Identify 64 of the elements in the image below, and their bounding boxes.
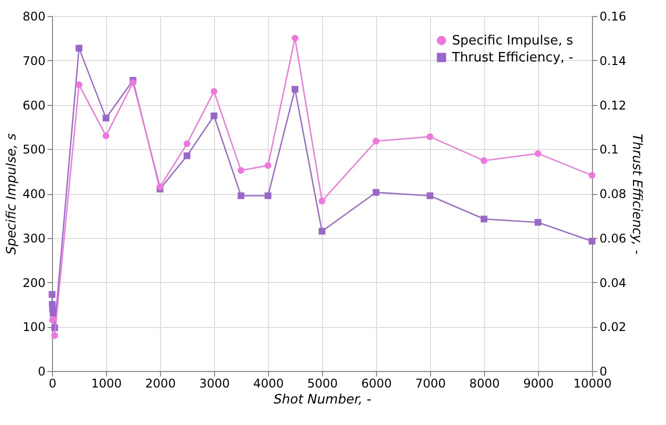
y-tick-label: 200 — [22, 276, 46, 290]
point — [76, 81, 82, 88]
y2-tick-label: 0.1 — [600, 142, 619, 157]
point — [264, 192, 272, 200]
x-tick-label: 10000 — [573, 376, 612, 390]
point — [156, 183, 164, 190]
point — [534, 218, 542, 226]
point — [48, 291, 56, 298]
point — [292, 34, 298, 42]
point — [51, 332, 58, 339]
x-tick-label: 6000 — [361, 376, 392, 390]
y2-tick-label: 0.16 — [600, 10, 626, 24]
point — [238, 167, 244, 174]
x-axis-title: Shot Number, - — [274, 392, 372, 408]
point — [480, 216, 488, 222]
x-tick-label: 3000 — [199, 376, 230, 390]
point — [238, 192, 244, 200]
point — [588, 172, 596, 179]
y-tick-label: 100 — [22, 320, 46, 334]
point — [480, 157, 488, 164]
y-tick-label: 800 — [22, 10, 46, 24]
point — [210, 112, 218, 120]
point — [184, 152, 190, 160]
y-axis-title: Specific Impulse, s — [4, 133, 20, 255]
point — [426, 133, 434, 140]
y2-tick-label: 0.06 — [600, 231, 626, 246]
point — [76, 44, 82, 52]
y-tick-label: 300 — [22, 231, 46, 246]
point — [426, 192, 434, 200]
x-tick-label: 7000 — [415, 376, 446, 390]
y2-tick-label: 0.08 — [600, 187, 626, 201]
y-tick-label: 0 — [38, 364, 46, 378]
x-tick-label: 9000 — [523, 376, 554, 390]
point — [184, 140, 190, 148]
y-tick-label: 500 — [22, 142, 46, 157]
y2-tick-label: 0.04 — [600, 276, 626, 290]
y-tick-label: 600 — [22, 98, 46, 112]
point — [372, 189, 380, 196]
y2-tick-label: 0.02 — [600, 320, 626, 334]
x-tick-label: 8000 — [469, 376, 500, 390]
point — [102, 114, 110, 122]
point — [534, 150, 542, 157]
point — [264, 162, 272, 169]
y2-tick-label: 0.12 — [600, 98, 626, 112]
point — [49, 316, 56, 324]
point — [372, 138, 380, 144]
legend-label: Thrust Efficiency, - — [451, 50, 574, 66]
x-tick-label: 1000 — [91, 376, 122, 390]
x-tick-label: 2000 — [145, 376, 176, 390]
point — [102, 132, 110, 140]
x-tick-label: 0 — [48, 376, 56, 390]
point — [318, 228, 326, 235]
point — [292, 86, 298, 93]
x-tick-label: 5000 — [307, 376, 338, 390]
point — [318, 198, 326, 204]
y-tick-label: 400 — [22, 187, 46, 201]
y2-axis-title: Thrust Efficiency, - — [629, 134, 644, 255]
legend-label: Specific Impulse, s — [452, 34, 574, 48]
y2-tick-label: 0 — [600, 364, 608, 378]
point — [588, 238, 596, 245]
point — [210, 88, 218, 95]
y-tick-label: 700 — [22, 54, 46, 68]
y2-tick-label: 0.14 — [600, 54, 626, 68]
x-tick-label: 4000 — [253, 376, 284, 390]
